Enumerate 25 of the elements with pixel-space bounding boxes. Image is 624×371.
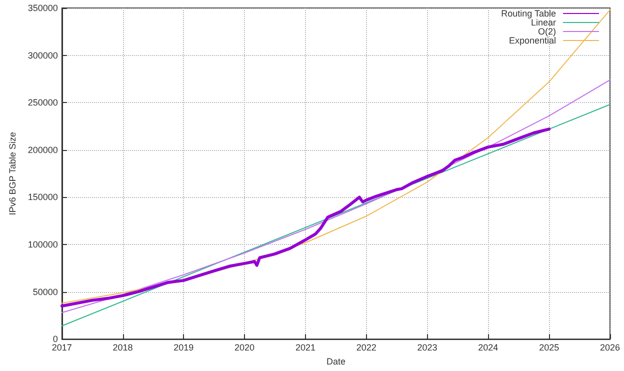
y-tick-label: 150000 (28, 192, 58, 202)
y-tick-label: 350000 (28, 3, 58, 13)
y-tick-label: 50000 (32, 286, 58, 297)
line-series (60, 128, 551, 308)
x-tick-label: 2017 (52, 342, 72, 353)
x-axis-title: Date (326, 356, 346, 366)
y-tick-label: 300000 (28, 50, 58, 60)
y-tick-label: 0 (52, 334, 58, 344)
x-tick-label: 2026 (600, 342, 620, 353)
legend-label: Linear (530, 18, 556, 28)
y-tick-label: 200000 (28, 144, 58, 155)
x-tick-label: 2020 (234, 342, 255, 353)
legend-label: Routing Table (501, 8, 556, 18)
y-tick-label: 250000 (28, 98, 58, 108)
y-axis-title: IPv6 BGP Table Size (8, 132, 18, 216)
x-tick-label: 2022 (356, 342, 376, 353)
x-tick-label: 2021 (296, 342, 316, 353)
y-tick-label: 100000 (28, 240, 58, 250)
x-tick-label: 2025 (539, 342, 560, 353)
x-tick-label: 2019 (174, 342, 194, 353)
x-tick-label: 2024 (478, 342, 498, 353)
legend-label: O(2) (538, 26, 556, 36)
x-tick-label: 2018 (112, 342, 133, 353)
x-tick-label: 2023 (417, 342, 438, 353)
legend-label: Exponential (508, 36, 556, 46)
